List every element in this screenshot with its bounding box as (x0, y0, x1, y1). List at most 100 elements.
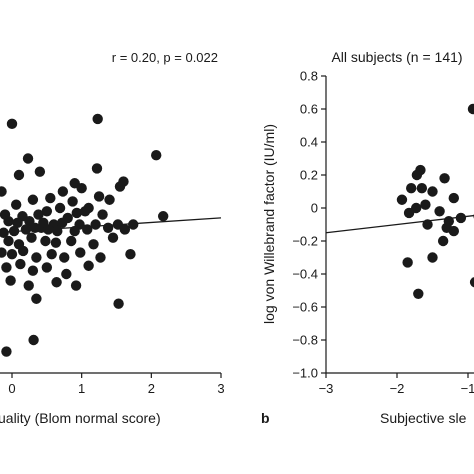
data-point (467, 103, 474, 115)
data-point (437, 235, 449, 247)
data-point (46, 249, 57, 260)
x-tick-label: 2 (148, 381, 155, 396)
data-point (41, 262, 53, 273)
data-points-a (0, 113, 169, 357)
data-point (75, 247, 86, 258)
data-point (59, 252, 70, 263)
y-axis-label-b: log von Willebrand factor (IU/ml) (261, 124, 277, 324)
data-point (31, 252, 42, 263)
y-tick-label: 0.4 (300, 135, 318, 150)
data-point (88, 239, 99, 250)
data-point (79, 206, 91, 217)
data-point (102, 222, 114, 233)
data-point (3, 216, 14, 227)
y-tick-label: 0 (311, 201, 318, 216)
data-point (8, 225, 20, 237)
data-point (3, 235, 14, 247)
data-point (0, 247, 7, 258)
y-tick-label: 0.2 (300, 168, 318, 183)
data-point (1, 346, 12, 357)
y-tick-label: 0.6 (300, 102, 318, 117)
data-point (416, 183, 428, 194)
y-tick-label: −0.4 (292, 267, 318, 282)
data-point (22, 153, 34, 164)
data-point (403, 207, 415, 219)
data-point (15, 258, 26, 270)
data-point (151, 150, 162, 161)
data-point (23, 280, 34, 291)
data-point (396, 194, 408, 205)
y-ticks-b: 0.8 0.6 0.4 0.2 0 −0.2 −0.4 −0.6 −0.8 −1.0 (292, 69, 326, 381)
data-point (28, 334, 39, 346)
data-point (13, 169, 25, 181)
data-point (434, 206, 445, 217)
data-point (69, 225, 80, 237)
data-point (66, 235, 77, 247)
x-tick-label: −3 (319, 381, 334, 396)
regression-line-b (325, 214, 474, 234)
data-point (1, 262, 12, 273)
data-point (76, 183, 87, 194)
data-point (422, 219, 433, 230)
data-point (104, 194, 115, 205)
x-tick-label: −2 (390, 381, 405, 396)
data-point (26, 232, 37, 243)
data-point (27, 265, 39, 276)
correlation-annotation: r = 0.20, p = 0.022 (112, 50, 218, 65)
data-point (70, 280, 82, 291)
data-point (0, 186, 7, 197)
data-points-b (396, 103, 474, 299)
data-point (413, 288, 424, 299)
data-point (402, 257, 413, 268)
data-point (114, 181, 126, 192)
data-point (31, 293, 42, 304)
data-point (448, 225, 459, 237)
y-tick-label: 0.8 (300, 69, 318, 84)
data-point (439, 173, 450, 184)
data-point (427, 252, 438, 263)
panel-label-b: b (261, 410, 270, 426)
x-ticks-a: 0 1 2 3 (8, 373, 225, 396)
data-point (20, 224, 32, 235)
data-point (50, 237, 62, 248)
data-point (6, 249, 18, 260)
data-point (157, 211, 169, 222)
data-point (420, 199, 431, 210)
data-point (107, 232, 119, 243)
x-axis-label-a: uality (Blom normal score) (0, 410, 161, 426)
data-point (51, 277, 62, 288)
y-tick-label: −0.8 (292, 333, 318, 348)
x-ticks-b: −3 −2 −1 (319, 373, 474, 396)
data-point (61, 268, 72, 280)
data-point (95, 252, 106, 263)
data-point (12, 217, 23, 229)
data-point (83, 260, 94, 271)
x-tick-label: 3 (217, 381, 224, 396)
data-point (448, 192, 459, 204)
data-point (5, 275, 16, 286)
data-point (10, 199, 22, 210)
scatter-panel-b: All subjects (n = 141) 0.8 0.6 0.4 0.2 0 −0.2… (261, 49, 474, 426)
data-point (97, 209, 108, 220)
y-tick-label: −1.0 (292, 366, 318, 381)
data-point (128, 219, 139, 230)
data-point (54, 202, 66, 214)
data-point (34, 166, 46, 177)
data-point (469, 277, 474, 288)
data-point (57, 186, 69, 197)
scatter-panel-a: r = 0.20, p = 0.022 0 1 2 3 uality (Blom no… (0, 50, 225, 426)
x-tick-label: 0 (8, 381, 15, 396)
data-point (33, 209, 44, 220)
data-point (82, 224, 93, 235)
data-point (93, 191, 105, 202)
data-point (27, 194, 39, 205)
panel-b-title: All subjects (n = 141) (331, 49, 462, 65)
data-point (67, 196, 78, 207)
data-point (0, 227, 9, 238)
data-point (113, 298, 124, 309)
data-point (455, 212, 467, 224)
x-axis-label-b: Subjective sle (380, 410, 467, 426)
data-point (92, 113, 103, 125)
data-point (71, 207, 82, 219)
